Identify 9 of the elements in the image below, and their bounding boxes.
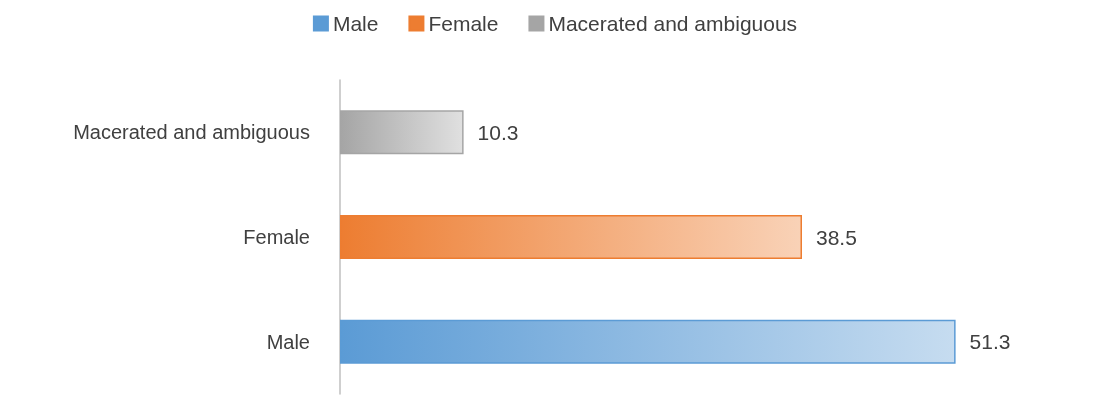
y-tick-label: Male	[266, 330, 310, 353]
y-tick-label: Macerated and ambiguous	[73, 121, 310, 144]
y-tick-label: Female	[243, 226, 310, 248]
legend-label: Female	[428, 12, 499, 35]
data-label: 51.3	[969, 330, 1011, 354]
data-label: 10.3	[477, 120, 519, 144]
data-label: 38.5	[816, 225, 857, 249]
legend-label: Male	[332, 12, 379, 35]
legend-label: Macerated and ambiguous	[548, 12, 798, 35]
